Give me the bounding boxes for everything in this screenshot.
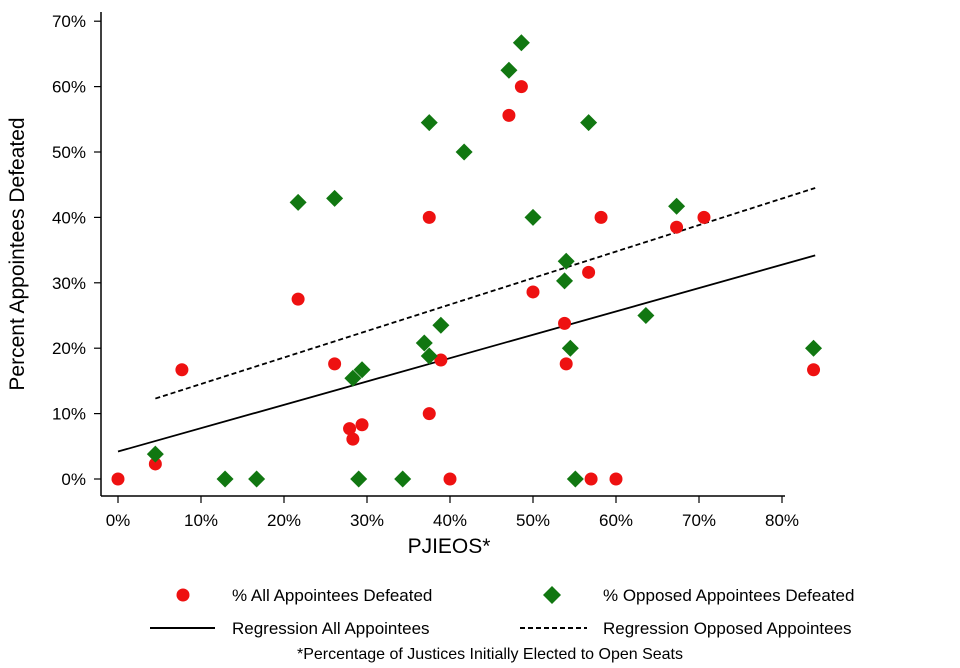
point-opposed-appointees [350, 470, 368, 488]
point-opposed-appointees [415, 334, 433, 352]
point-opposed-appointees [524, 208, 542, 226]
point-all-appointees [609, 472, 623, 486]
point-all-appointees [434, 353, 448, 367]
y-tick-label: 30% [52, 274, 86, 293]
x-tick-label: 10% [184, 511, 218, 530]
point-opposed-appointees [556, 272, 574, 290]
y-tick-label: 0% [61, 470, 86, 489]
point-opposed-appointees [580, 114, 598, 132]
y-tick-label: 20% [52, 339, 86, 358]
x-tick-label: 40% [433, 511, 467, 530]
point-opposed-appointees [289, 193, 307, 211]
point-opposed-appointees [420, 114, 438, 132]
point-opposed-appointees [805, 339, 823, 357]
point-all-appointees [355, 418, 369, 432]
legend-key-all-appointees [176, 588, 190, 602]
point-all-appointees [697, 210, 711, 224]
y-tick-label: 60% [52, 78, 86, 97]
point-opposed-appointees [344, 369, 362, 387]
footnote: *Percentage of Justices Initially Electe… [297, 646, 683, 663]
x-tick-label: 20% [267, 511, 301, 530]
point-all-appointees [558, 316, 572, 330]
point-all-appointees [807, 363, 821, 377]
y-tick-label: 50% [52, 143, 86, 162]
point-all-appointees [175, 363, 189, 377]
point-all-appointees [502, 108, 516, 122]
y-tick-label: 70% [52, 12, 86, 31]
point-opposed-appointees [248, 470, 266, 488]
point-opposed-appointees [353, 361, 371, 379]
point-all-appointees [526, 285, 540, 299]
y-tick-label: 10% [52, 405, 86, 424]
x-tick-label: 30% [350, 511, 384, 530]
point-opposed-appointees [432, 316, 450, 334]
regression-line-all [117, 254, 816, 453]
point-opposed-appointees [146, 445, 164, 463]
point-all-appointees [148, 457, 162, 471]
point-all-appointees [291, 292, 305, 306]
ticks: 0% 10% 20% 30% 40% 50% 60% 70% 80% 0% 10% 20% 30% 40%… [52, 12, 799, 530]
point-opposed-appointees [668, 197, 686, 215]
point-all-appointees [584, 472, 598, 486]
point-opposed-appointees [512, 34, 530, 52]
point-opposed-appointees [326, 189, 344, 207]
point-opposed-appointees [557, 252, 575, 270]
point-opposed-appointees [216, 470, 234, 488]
regression-line-opposed [155, 187, 816, 400]
axes [100, 12, 785, 497]
point-opposed-appointees [500, 61, 518, 79]
legend-label-all-appointees: % All Appointees Defeated [232, 586, 432, 605]
x-tick-label: 80% [765, 511, 799, 530]
point-opposed-appointees [637, 307, 655, 324]
y-axis-title: Percent Appointees Defeated [6, 117, 29, 390]
point-all-appointees [559, 357, 573, 371]
x-tick-label: 60% [599, 511, 633, 530]
legend-label-opposed-appointees: % Opposed Appointees Defeated [603, 586, 854, 605]
point-all-appointees [111, 472, 125, 486]
point-all-appointees [443, 472, 457, 486]
point-all-appointees [422, 407, 436, 421]
x-tick-label: 0% [106, 511, 131, 530]
legend-label-regression-all: Regression All Appointees [232, 619, 430, 638]
point-all-appointees [594, 210, 608, 224]
point-opposed-appointees [394, 470, 412, 488]
legend: % All Appointees Defeated % Opposed Appo… [150, 586, 854, 663]
x-axis-title: PJIEOS* [408, 535, 491, 558]
point-all-appointees [422, 210, 436, 224]
y-tick-label: 40% [52, 208, 86, 227]
point-all-appointees [328, 357, 342, 371]
point-all-appointees [343, 422, 357, 436]
point-opposed-appointees [455, 143, 473, 161]
point-all-appointees [346, 432, 360, 446]
legend-label-regression-opposed: Regression Opposed Appointees [603, 619, 852, 638]
x-tick-label: 50% [516, 511, 550, 530]
point-opposed-appointees [420, 347, 438, 365]
plot-area [111, 34, 823, 488]
point-all-appointees [670, 220, 684, 234]
point-opposed-appointees [566, 470, 584, 488]
x-tick-label: 70% [682, 511, 716, 530]
legend-key-opposed-appointees [543, 586, 561, 604]
point-all-appointees [514, 80, 528, 94]
point-all-appointees [582, 265, 596, 279]
point-opposed-appointees [561, 339, 579, 357]
